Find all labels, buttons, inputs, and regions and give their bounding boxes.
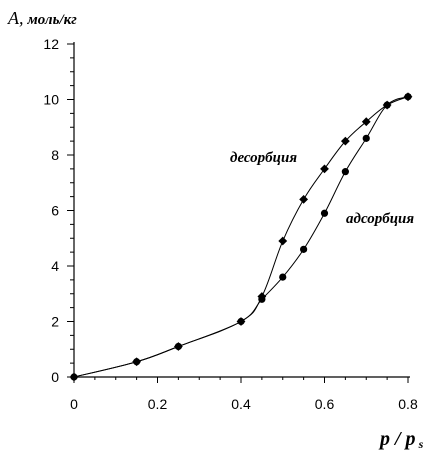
x-tick-label: 0.6 <box>315 396 335 412</box>
y-axis-label: A, моль/кг <box>7 8 77 28</box>
y-axis-ticks: 0 2 4 6 8 10 12 <box>43 36 74 385</box>
data-point-adsorption <box>300 245 308 253</box>
y-tick-label: 6 <box>51 203 59 219</box>
data-point-desorption <box>299 195 309 204</box>
series-markers <box>69 92 413 382</box>
data-point-desorption <box>173 342 183 351</box>
x-tick-label: 0.2 <box>148 396 168 412</box>
data-point-desorption <box>132 357 142 367</box>
y-tick-label: 0 <box>51 369 59 385</box>
data-point-desorption <box>236 317 246 326</box>
series-lines <box>73 96 409 378</box>
y-tick-label: 4 <box>51 258 59 274</box>
data-point-desorption <box>340 136 350 146</box>
series-line-desorption <box>73 96 409 378</box>
y-axis-separator: , <box>19 8 24 28</box>
x-axis-label-main: p / p <box>378 428 416 450</box>
series-label-adsorption: адсорбция <box>346 211 414 227</box>
data-point-desorption <box>382 100 392 110</box>
x-axis-ticks: 0 0.2 0.4 0.6 0.8 <box>70 377 418 412</box>
x-tick-label: 0 <box>70 396 78 412</box>
data-point-adsorption <box>341 168 349 176</box>
y-tick-label: 12 <box>43 36 59 52</box>
y-axis-units: моль/кг <box>27 12 78 28</box>
data-point-desorption <box>320 164 329 174</box>
x-tick-label: 0.4 <box>231 396 251 412</box>
data-point-desorption <box>361 117 371 127</box>
data-point-desorption <box>403 92 413 102</box>
series-line-adsorption <box>73 96 409 378</box>
data-point-desorption <box>278 236 288 246</box>
x-tick-label: 0.8 <box>398 396 418 412</box>
data-point-adsorption <box>279 273 287 281</box>
y-tick-label: 2 <box>51 314 59 330</box>
data-point-adsorption <box>362 134 370 142</box>
axes <box>73 42 410 378</box>
y-tick-label: 10 <box>43 92 59 108</box>
series-label-desorption: десорбция <box>230 150 297 166</box>
x-axis-label-subscript: s <box>418 437 424 451</box>
y-axis-symbol: A <box>7 8 20 28</box>
data-point-adsorption <box>320 209 329 217</box>
y-tick-label: 8 <box>51 147 59 163</box>
data-point-desorption <box>257 292 267 301</box>
data-point-desorption <box>69 372 79 382</box>
